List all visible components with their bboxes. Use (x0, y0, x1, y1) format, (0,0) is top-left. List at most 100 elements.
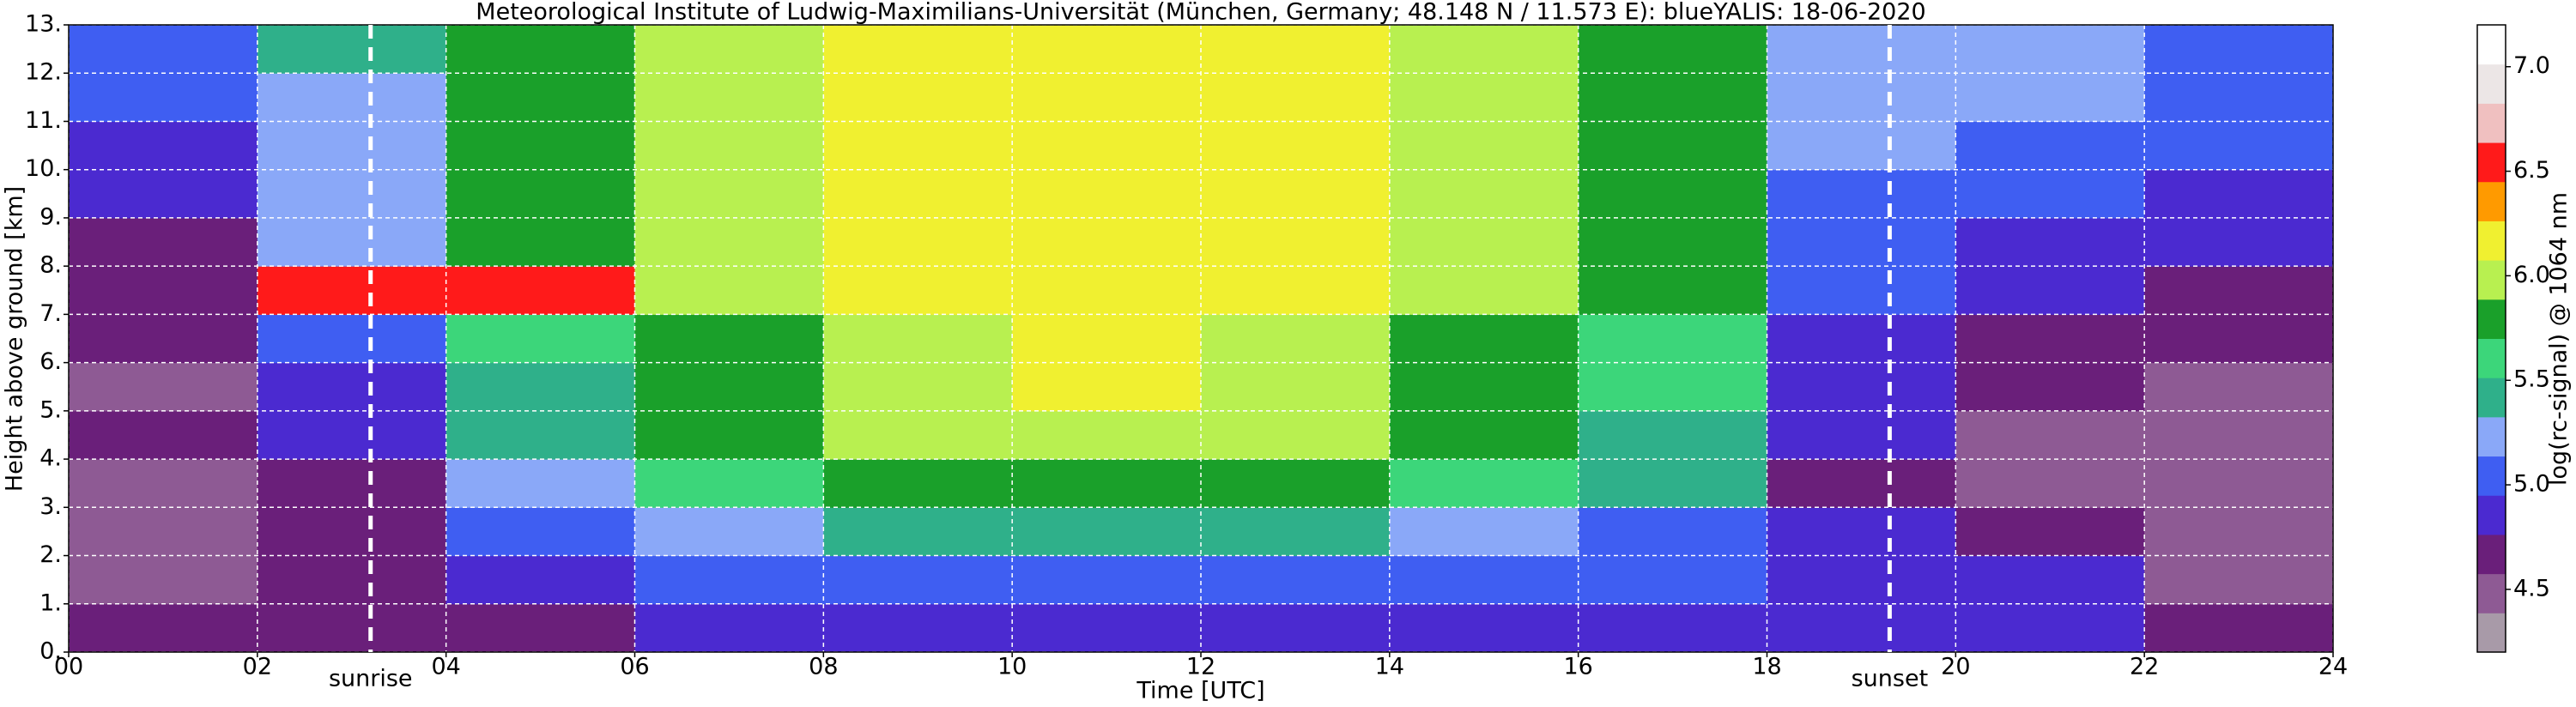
heatmap-cell (1389, 121, 1579, 171)
heatmap-cell (634, 410, 824, 460)
colorbar-segment (2477, 378, 2506, 418)
colorbar-tick-label: 7.0 (2513, 52, 2550, 79)
heatmap-cell (1955, 121, 2145, 171)
heatmap-cell (1955, 603, 2145, 653)
heatmap-cell (1578, 73, 1767, 122)
heatmap-cell (1767, 459, 1956, 508)
heatmap-cell (1578, 25, 1767, 74)
heatmap-cell (1201, 169, 1391, 219)
heatmap-cell (1389, 603, 1579, 653)
heatmap-cell (634, 507, 824, 557)
heatmap-cell (69, 362, 258, 412)
colorbar-segment (2477, 573, 2506, 613)
heatmap-cell (257, 169, 447, 219)
heatmap-cell (1767, 217, 1956, 267)
heatmap-cell (1389, 555, 1579, 605)
heatmap-cell (2144, 169, 2334, 219)
heatmap-cell (2144, 314, 2334, 364)
heatmap-cell (1201, 121, 1391, 171)
x-tick-label: 00 (54, 654, 83, 680)
heatmap-cell (823, 73, 1013, 122)
heatmap-cell (257, 266, 447, 315)
heatmap-cell (445, 266, 635, 315)
y-tick-label: 6. (39, 348, 62, 375)
heatmap-cell (445, 169, 635, 219)
heatmap-cell (1578, 217, 1767, 267)
heatmap-cell (1767, 314, 1956, 364)
heatmap-cell (1201, 603, 1391, 653)
heatmap-cell (445, 314, 635, 364)
y-tick-label: 4. (39, 445, 62, 472)
heatmap-cell (1389, 217, 1579, 267)
colorbar-tick-label: 6.0 (2513, 262, 2550, 288)
heatmap-cell (1767, 25, 1956, 74)
heatmap-cell (1578, 362, 1767, 412)
heatmap-cell (445, 410, 635, 460)
colorbar-segment (2477, 142, 2506, 183)
heatmap-cell (257, 314, 447, 364)
heatmap-cell (257, 410, 447, 460)
heatmap-cell (445, 362, 635, 412)
colorbar-segment (2477, 103, 2506, 143)
colorbar-tick-label: 4.5 (2513, 575, 2550, 601)
colorbar-frame (2476, 24, 2506, 653)
heatmap-cell (445, 217, 635, 267)
heatmap-cell (823, 121, 1013, 171)
heatmap-cell (1201, 362, 1391, 412)
colorbar-tick-label: 5.0 (2513, 471, 2550, 498)
heatmap-cell (2144, 603, 2334, 653)
heatmap-cell (1955, 217, 2145, 267)
x-tick-label: 12 (1186, 654, 1215, 680)
heatmap-cell (1012, 459, 1202, 508)
heatmap-cell (1578, 555, 1767, 605)
heatmap-cell (1012, 507, 1202, 557)
heatmap-cell (1578, 121, 1767, 171)
heatmap-cell (1578, 459, 1767, 508)
heatmap-cell (1012, 121, 1202, 171)
heatmap-cell (1389, 362, 1579, 412)
heatmap-cell (1012, 25, 1202, 74)
colorbar-segment (2477, 495, 2506, 535)
heatmap-cell (1767, 169, 1956, 219)
heatmap-cell (823, 459, 1013, 508)
colorbar-tick-label: 5.5 (2513, 366, 2550, 393)
x-tick-label: 22 (2130, 654, 2159, 680)
heatmap-cell (1955, 555, 2145, 605)
heatmap-cell (1201, 266, 1391, 315)
heatmap-cell (1955, 410, 2145, 460)
heatmap-cell (1955, 25, 2145, 74)
heatmap-cell (1012, 362, 1202, 412)
heatmap-cell (69, 266, 258, 315)
heatmap-cell (1012, 603, 1202, 653)
heatmap-cell (1389, 507, 1579, 557)
heatmap-cell (823, 555, 1013, 605)
heatmap-cell (634, 73, 824, 122)
heatmap-cell (445, 603, 635, 653)
heatmap-cell (823, 25, 1013, 74)
heatmap-cell (1201, 25, 1391, 74)
colorbar-label: log(rc-signal) @ 1064 nm (2546, 192, 2573, 486)
x-tick-label: 14 (1375, 654, 1404, 680)
heatmap-cell (1767, 507, 1956, 557)
heatmap-cell (257, 507, 447, 557)
heatmap-cell (69, 217, 258, 267)
heatmap-cell (1578, 410, 1767, 460)
heatmap-cell (823, 507, 1013, 557)
heatmap-cell (69, 603, 258, 653)
y-tick-label: 5. (39, 396, 62, 423)
x-tick-label: 08 (809, 654, 838, 680)
heatmap-cell (1955, 266, 2145, 315)
heatmap-cell (445, 73, 635, 122)
heatmap-cell (1389, 314, 1579, 364)
heatmap-cell (634, 362, 824, 412)
heatmap-cell (1767, 410, 1956, 460)
heatmap-cell (69, 25, 258, 74)
heatmap-cell (634, 266, 824, 315)
colorbar-segment (2477, 221, 2506, 261)
heatmap-cell (257, 73, 447, 122)
heatmap-cell (69, 410, 258, 460)
colorbar-segment (2477, 534, 2506, 575)
y-tick-label: 2. (39, 541, 62, 568)
y-tick-label: 12. (25, 59, 62, 86)
